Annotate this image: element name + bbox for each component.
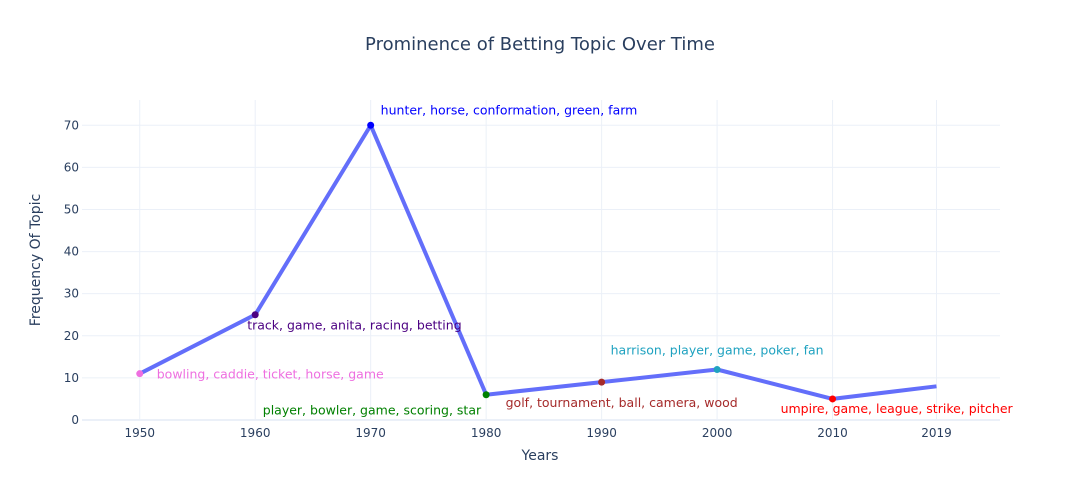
data-point [713, 365, 721, 373]
x-tick-label: 1960 [240, 426, 271, 440]
y-tick-label: 20 [64, 329, 79, 343]
annotation-label: golf, tournament, ball, camera, wood [506, 395, 738, 410]
x-axis-title: Years [521, 448, 559, 464]
y-tick-label: 0 [71, 413, 79, 427]
data-point [598, 378, 606, 386]
series-line-layer [138, 123, 937, 401]
chart-title: Prominence of Betting Topic Over Time [365, 34, 715, 55]
annotations: bowling, caddie, ticket, horse, game trac… [157, 102, 1014, 417]
x-tick-label: 1980 [471, 426, 502, 440]
annotation-label: track, game, anita, racing, betting [247, 318, 461, 333]
x-tick-label: 2000 [702, 426, 733, 440]
y-tick-label: 60 [64, 160, 79, 174]
annotation-label: umpire, game, league, strike, pitcher [781, 401, 1014, 416]
grid [82, 100, 1000, 421]
annotation-label: hunter, horse, conformation, green, farm [381, 102, 638, 117]
annotation-label: harrison, player, game, poker, fan [611, 342, 824, 357]
y-axis-title: Frequency Of Topic [28, 194, 44, 326]
y-tick-label: 40 [64, 245, 79, 259]
points [136, 121, 837, 403]
annotation-label: bowling, caddie, ticket, horse, game [157, 367, 384, 382]
data-point [251, 311, 259, 319]
data-point [136, 370, 144, 378]
x-tick-label: 2010 [817, 426, 848, 440]
x-tick-label: 1990 [586, 426, 617, 440]
y-tick-label: 30 [64, 287, 79, 301]
annotation-label: player, bowler, game, scoring, star [263, 403, 482, 418]
y-tick-label: 10 [64, 371, 79, 385]
x-tick-label: 1950 [124, 426, 155, 440]
data-point [367, 121, 375, 129]
data-point [482, 391, 490, 399]
series-line [138, 123, 937, 401]
y-tick-label: 70 [64, 118, 79, 132]
x-tick-label: 2019 [921, 426, 952, 440]
axis-ticks: 1950 1960 1970 1980 1990 2000 2010 2019 0 10 20 30 4… [64, 118, 952, 440]
data-point [829, 395, 837, 403]
x-tick-label: 1970 [355, 426, 386, 440]
y-tick-label: 50 [64, 202, 79, 216]
